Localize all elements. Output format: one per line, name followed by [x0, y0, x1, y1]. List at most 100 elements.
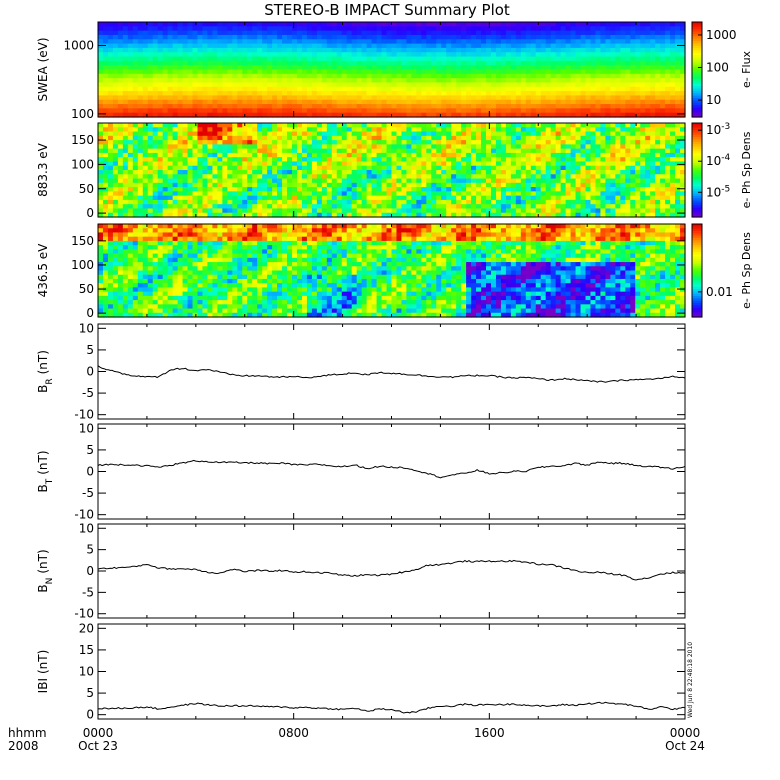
spectrogram-swea-cell — [197, 30, 204, 36]
spectrogram-swea-cell — [486, 104, 492, 109]
spectrogram-swea-cell — [675, 47, 681, 53]
spectrogram-swea-cell — [356, 99, 363, 105]
spectrogram-pad883-cell — [346, 148, 353, 154]
spectrogram-swea-cell — [590, 95, 597, 101]
spectrogram-swea-cell — [112, 26, 119, 32]
spectrogram-pad883-cell — [605, 174, 611, 180]
spectrogram-swea-cell — [227, 47, 233, 53]
spectrogram-swea-cell — [555, 99, 562, 105]
spectrogram-swea-cell — [197, 82, 204, 88]
spectrogram-pad883-cell — [466, 195, 472, 201]
spectrogram-swea-cell — [172, 91, 179, 97]
spectrogram-swea-cell — [301, 82, 308, 88]
spectrogram-pad883-cell — [580, 170, 587, 175]
spectrogram-swea-cell — [192, 60, 199, 66]
spectrogram-swea-cell — [172, 26, 179, 32]
spectrogram-swea-cell — [595, 73, 602, 79]
spectrogram-swea-cell — [680, 22, 686, 27]
spectrogram-pad883-cell — [301, 165, 308, 171]
spectrogram-pad883-cell — [620, 144, 626, 150]
spectrogram-pad883-cell — [306, 187, 313, 192]
spectrogram-pad883-cell — [510, 195, 517, 201]
spectrogram-swea-cell — [242, 56, 248, 62]
spectrogram-swea-cell — [411, 95, 417, 101]
spectrogram-pad883-cell — [112, 199, 119, 205]
spectrogram-pad883-cell — [98, 182, 104, 188]
spectrogram-swea-cell — [590, 65, 597, 71]
spectrogram-swea-cell — [635, 39, 641, 45]
spectrogram-pad883-cell — [540, 208, 547, 214]
spectrogram-pad883-cell — [605, 208, 611, 214]
spectrogram-pad883-cell — [311, 199, 318, 205]
spectrogram-pad883-cell — [585, 135, 592, 141]
spectrogram-swea-cell — [376, 60, 383, 66]
spectrogram-pad883-cell — [112, 165, 119, 171]
spectrogram-swea-cell — [366, 108, 373, 114]
spectrogram-swea-cell — [172, 82, 179, 88]
spectrogram-pad883-cell — [550, 212, 557, 218]
spectrogram-pad883-cell — [461, 135, 467, 141]
spectrogram-pad883-cell — [421, 195, 427, 201]
spectrogram-pad883-cell — [525, 161, 532, 167]
spectrogram-swea-cell — [640, 82, 646, 88]
spectrogram-pad883-cell — [356, 161, 363, 167]
spectrogram-swea-cell — [366, 39, 373, 45]
spectrogram-swea-colorbar-step — [692, 105, 702, 109]
spectrogram-swea-cell — [117, 26, 124, 32]
spectrogram-pad883-cell — [600, 178, 606, 184]
spectrogram-swea-cell — [585, 86, 592, 92]
spectrogram-pad883-cell — [316, 187, 323, 192]
spectrogram-swea-cell — [481, 104, 487, 109]
spectrogram-pad883-cell — [202, 144, 209, 150]
spectrogram-swea-cell — [495, 39, 502, 45]
spectrogram-pad883-cell — [466, 152, 472, 158]
spectrogram-swea-cell — [306, 86, 313, 92]
spectrogram-pad883-cell — [267, 204, 273, 210]
spectrogram-swea-cell — [217, 30, 223, 36]
spectrogram-pad883-cell — [456, 148, 462, 154]
spectrogram-swea-cell — [321, 56, 328, 62]
spectrogram-pad883-cell — [267, 174, 273, 180]
spectrogram-swea-cell — [207, 73, 214, 79]
spectrogram-swea-cell — [202, 30, 209, 36]
spectrogram-pad883-cell — [142, 199, 149, 205]
spectrogram-swea-cell — [476, 22, 482, 27]
spectrogram-swea-cell — [620, 78, 626, 84]
spectrogram-pad883-cell — [137, 212, 144, 218]
spectrogram-pad883-cell — [451, 208, 457, 214]
spectrogram-pad883-cell — [595, 157, 602, 163]
spectrogram-swea-cell — [401, 60, 408, 66]
spectrogram-pad883-cell — [431, 131, 437, 137]
spectrogram-pad883-cell — [366, 165, 373, 171]
spectrogram-swea-cell — [431, 112, 437, 118]
spectrogram-swea-cell — [476, 112, 482, 118]
spectrogram-pad883-cell — [107, 140, 114, 145]
spectrogram-pad883-cell — [172, 152, 179, 158]
spectrogram-swea-cell — [441, 95, 447, 101]
spectrogram-pad883-cell — [232, 127, 238, 133]
spectrogram-swea-cell — [635, 34, 641, 40]
spectrogram-swea-colorbar-tick-label: 10 — [706, 93, 721, 107]
spectrogram-pad883-cell — [456, 212, 462, 218]
spectrogram-pad883-cell — [595, 148, 602, 154]
spectrogram-swea-cell — [505, 47, 512, 53]
spectrogram-swea-cell — [520, 108, 527, 114]
spectrogram-swea-cell — [446, 112, 452, 118]
spectrogram-pad883-cell — [585, 195, 592, 201]
spectrogram-pad883-cell — [147, 127, 154, 133]
spectrogram-pad883-cell — [102, 131, 109, 137]
spectrogram-pad883-cell — [600, 187, 606, 192]
spectrogram-swea-cell — [575, 34, 582, 40]
spectrogram-pad883-cell — [222, 127, 228, 133]
spectrogram-pad883-cell — [605, 178, 611, 184]
spectrogram-pad883-cell — [381, 152, 388, 158]
spectrogram-swea-cell — [580, 78, 587, 84]
spectrogram-swea-cell — [555, 69, 562, 75]
spectrogram-pad883-cell — [177, 199, 184, 205]
spectrogram-swea-cell — [257, 65, 263, 71]
spectrogram-pad883-cell — [242, 170, 248, 175]
spectrogram-swea-cell — [500, 30, 507, 36]
spectrogram-swea-cell — [232, 104, 238, 109]
spectrogram-pad883-cell — [341, 182, 348, 188]
spectrogram-pad883-cell — [147, 199, 154, 205]
